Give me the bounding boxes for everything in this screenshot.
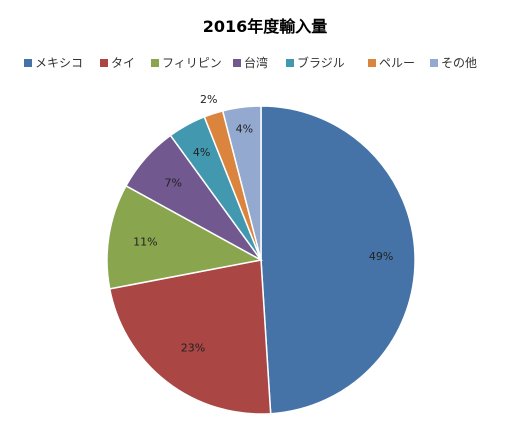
pie-slice	[260, 105, 416, 415]
legend-swatch	[233, 59, 241, 67]
data-label: 23%	[181, 342, 205, 355]
legend-swatch	[24, 59, 32, 67]
legend-label: フィリピン	[162, 56, 222, 70]
legend-item: ペルー	[368, 56, 415, 70]
legend-label: タイ	[111, 56, 135, 70]
legend-swatch	[368, 59, 376, 67]
legend-swatch	[286, 59, 294, 67]
legend-label: その他	[441, 56, 477, 70]
chart-legend: メキシコ タイ フィリピン 台湾 ブラジル ペルー その他	[24, 55, 477, 70]
data-label: 4%	[236, 123, 253, 136]
data-label: 2%	[200, 93, 217, 106]
pie-data-labels: 49% 23% 11% 7% 4% 2% 4%	[133, 93, 393, 355]
legend-swatch	[430, 59, 438, 67]
legend-label: メキシコ	[35, 56, 83, 70]
data-label: 49%	[369, 250, 393, 263]
data-label: 11%	[133, 236, 157, 249]
legend-item: フィリピン	[151, 56, 222, 70]
legend-item: その他	[430, 56, 477, 70]
legend-item: ブラジル	[286, 55, 345, 70]
legend-label: 台湾	[244, 55, 268, 70]
pie-slices	[106, 105, 416, 415]
data-label: 7%	[164, 177, 181, 190]
pie-slice	[106, 184, 264, 290]
legend-swatch	[151, 59, 159, 67]
data-label: 4%	[193, 146, 210, 159]
legend-label: ペルー	[379, 56, 415, 70]
pie-slice	[221, 105, 262, 261]
chart-title: 2016年度輸入量	[203, 17, 328, 36]
legend-item: タイ	[100, 56, 135, 70]
legend-item: 台湾	[233, 55, 268, 70]
legend-label: ブラジル	[297, 55, 345, 70]
legend-swatch	[100, 59, 108, 67]
pie-slice	[108, 259, 272, 415]
legend-item: メキシコ	[24, 56, 83, 70]
